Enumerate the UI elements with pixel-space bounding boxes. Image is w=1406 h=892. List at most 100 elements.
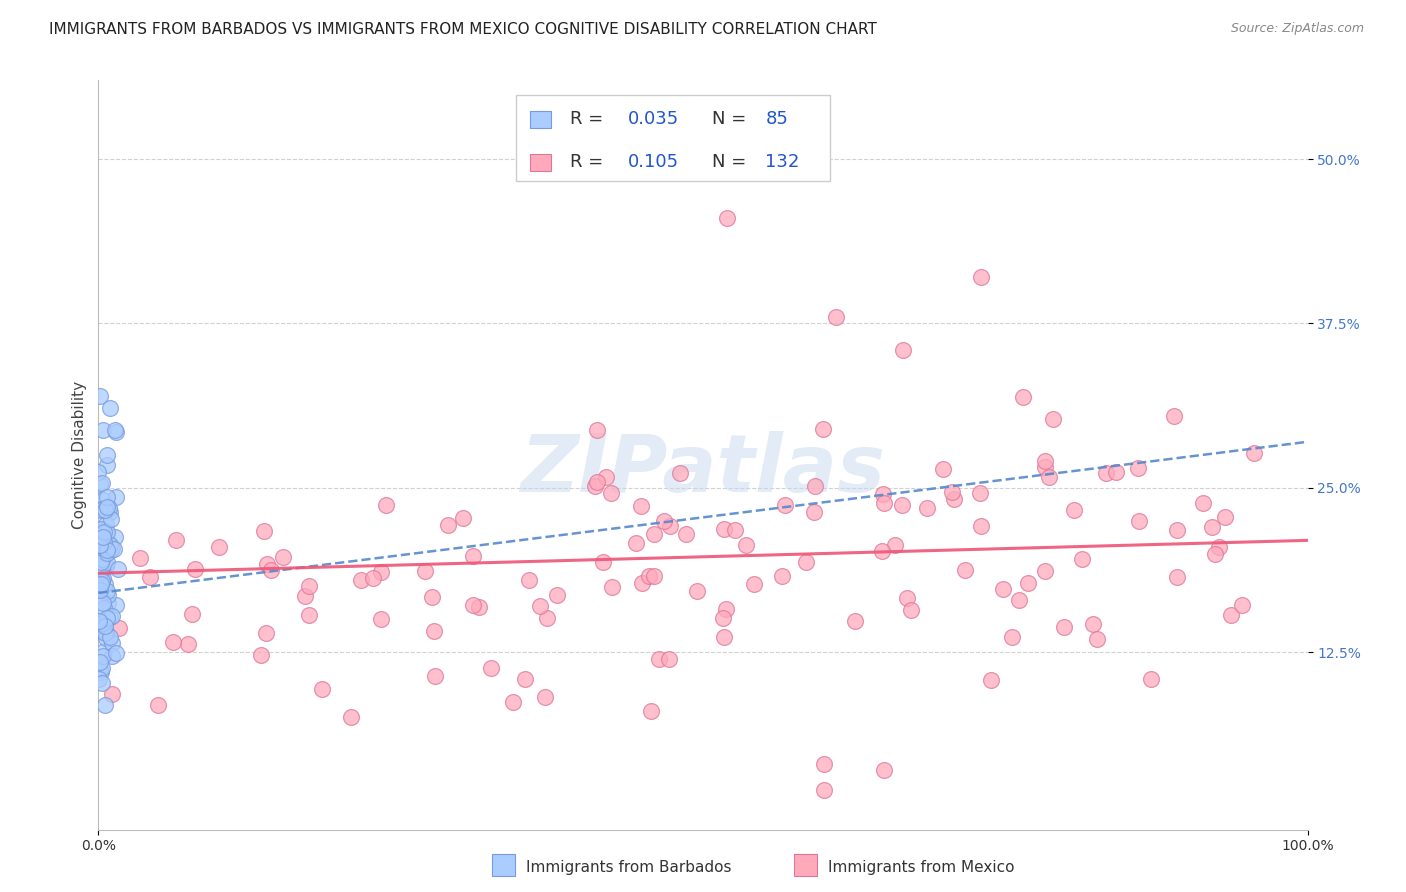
Point [260, 564, 283, 578]
Point [87, 465, 110, 479]
Point [423, 669, 446, 683]
Point [107, 562, 129, 576]
Point [89, 538, 111, 552]
Point [711, 610, 734, 624]
Point [716, 211, 738, 226]
Point [1104, 465, 1126, 479]
Point [91, 596, 114, 610]
Point [872, 496, 894, 510]
Point [1208, 540, 1230, 554]
Point [1191, 496, 1213, 510]
Point [794, 555, 817, 569]
Point [1038, 470, 1060, 484]
Point [96, 546, 118, 560]
Point [250, 648, 273, 662]
Point [91, 541, 114, 555]
Point [600, 580, 623, 594]
Point [91, 423, 114, 437]
Point [630, 500, 652, 514]
Point [108, 621, 131, 635]
Point [98, 538, 121, 552]
Point [298, 579, 321, 593]
Point [96, 611, 118, 625]
Point [970, 270, 993, 285]
Point [104, 425, 127, 439]
Point [104, 646, 127, 660]
Point [94, 698, 117, 713]
Point [91, 552, 114, 566]
Point [1063, 502, 1085, 516]
Point [91, 574, 114, 588]
Point [139, 570, 162, 584]
Point [583, 479, 606, 493]
Point [1201, 520, 1223, 534]
Point [659, 518, 682, 533]
Point [339, 709, 361, 723]
Point [592, 555, 614, 569]
Text: R =: R = [569, 153, 609, 171]
Point [100, 543, 122, 558]
Point [89, 582, 111, 597]
Point [1042, 411, 1064, 425]
Point [90, 538, 112, 552]
Point [437, 518, 460, 533]
Point [742, 577, 765, 591]
FancyBboxPatch shape [530, 154, 551, 170]
Point [943, 491, 966, 506]
Point [100, 512, 122, 526]
Point [100, 541, 122, 555]
Point [896, 591, 918, 605]
Point [87, 614, 110, 628]
Point [931, 462, 953, 476]
Text: N =: N = [713, 111, 752, 128]
Point [87, 617, 110, 632]
Point [89, 590, 111, 604]
Point [101, 636, 124, 650]
Point [104, 423, 127, 437]
Point [586, 475, 609, 490]
Point [89, 565, 111, 579]
Point [101, 648, 124, 663]
Point [595, 470, 617, 484]
Point [536, 611, 558, 625]
Point [90, 583, 112, 598]
Point [298, 608, 321, 623]
Point [101, 687, 124, 701]
Point [363, 571, 385, 585]
Point [714, 602, 737, 616]
Text: Immigrants from Barbados: Immigrants from Barbados [526, 860, 731, 874]
Point [770, 569, 793, 583]
Point [93, 493, 115, 508]
Point [89, 539, 111, 553]
Point [100, 608, 122, 623]
Point [1163, 409, 1185, 423]
Point [165, 533, 187, 548]
Point [271, 549, 294, 564]
Point [350, 574, 373, 588]
Point [148, 698, 170, 713]
Point [1033, 565, 1056, 579]
Point [1053, 619, 1076, 633]
Point [534, 690, 557, 704]
Text: 85: 85 [765, 111, 789, 128]
Text: IMMIGRANTS FROM BARBADOS VS IMMIGRANTS FROM MEXICO COGNITIVE DISABILITY CORRELAT: IMMIGRANTS FROM BARBADOS VS IMMIGRANTS F… [49, 22, 877, 37]
Point [813, 422, 835, 436]
Point [415, 564, 437, 578]
Point [813, 756, 835, 771]
Point [91, 661, 114, 675]
Point [89, 672, 111, 686]
Point [686, 584, 709, 599]
Point [89, 389, 111, 403]
Point [884, 538, 907, 552]
Point [91, 475, 114, 490]
Point [90, 577, 112, 591]
Point [90, 502, 112, 516]
Point [89, 662, 111, 676]
Point [546, 588, 568, 602]
Point [96, 584, 118, 599]
Point [96, 500, 118, 515]
Point [900, 603, 922, 617]
Point [1083, 617, 1105, 632]
Point [94, 626, 117, 640]
Point [97, 500, 120, 515]
